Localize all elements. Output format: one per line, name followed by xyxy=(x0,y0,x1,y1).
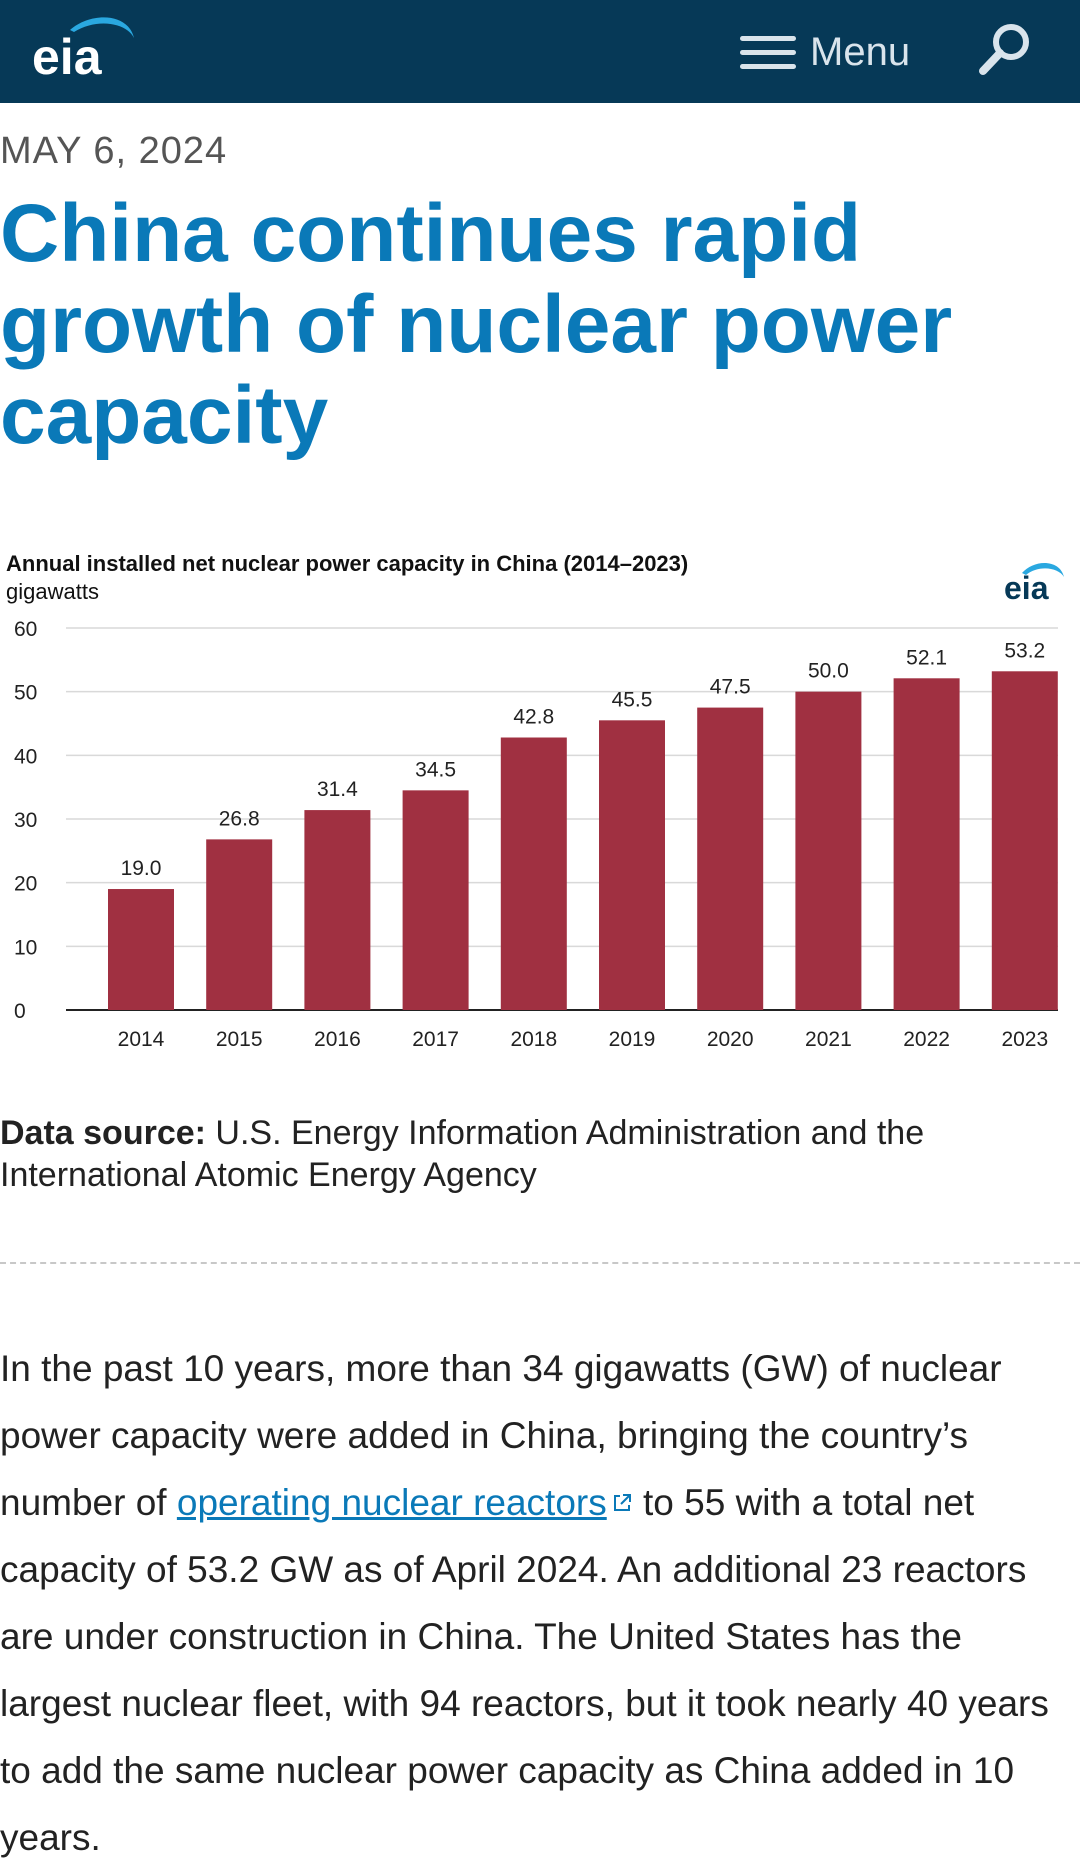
y-tick-label: 50 xyxy=(14,682,37,705)
article-body-paragraph: In the past 10 years, more than 34 gigaw… xyxy=(0,1335,1070,1871)
data-source-label: Data source: xyxy=(0,1114,206,1152)
hamburger-icon xyxy=(740,32,796,72)
bar xyxy=(108,889,174,1010)
menu-label: Menu xyxy=(810,29,911,74)
data-label: 42.8 xyxy=(513,706,554,729)
x-tick-label: 2018 xyxy=(510,1028,557,1051)
data-label: 45.5 xyxy=(612,688,653,711)
data-label: 52.1 xyxy=(906,646,947,669)
menu-button[interactable]: Menu xyxy=(740,22,910,82)
data-label: 34.5 xyxy=(415,758,456,781)
data-label: 50.0 xyxy=(808,660,849,683)
y-tick-label: 40 xyxy=(14,745,37,768)
bar xyxy=(893,678,960,1010)
data-label: 53.2 xyxy=(1004,639,1045,662)
bar xyxy=(304,810,371,1010)
bar xyxy=(206,839,273,1010)
data-label: 31.4 xyxy=(317,778,358,801)
data-label: 47.5 xyxy=(710,676,751,699)
x-tick-label: 2015 xyxy=(216,1028,263,1051)
chart-eia-logo: eia xyxy=(1004,562,1064,605)
bar xyxy=(991,671,1058,1010)
bar xyxy=(795,691,862,1010)
y-tick-label: 20 xyxy=(14,873,37,896)
x-tick-label: 2019 xyxy=(609,1028,656,1051)
chart-title: Annual installed net nuclear power capac… xyxy=(6,551,689,576)
x-tick-label: 2020 xyxy=(707,1028,754,1051)
nuclear-capacity-chart: Annual installed net nuclear power capac… xyxy=(0,545,1080,1065)
bar xyxy=(402,790,469,1010)
bar xyxy=(599,720,665,1010)
top-navigation-bar: eia Menu xyxy=(0,0,1080,103)
bar xyxy=(500,737,567,1010)
x-tick-label: 2021 xyxy=(805,1028,852,1051)
x-tick-label: 2014 xyxy=(118,1028,165,1051)
data-source-text: U.S. Energy Information Administration a… xyxy=(0,1114,925,1194)
x-tick-label: 2016 xyxy=(314,1028,361,1051)
y-tick-label: 30 xyxy=(14,809,37,832)
data-source: Data source: U.S. Energy Information Adm… xyxy=(0,1112,1060,1196)
y-tick-label: 60 xyxy=(14,618,37,641)
data-label: 19.0 xyxy=(121,857,162,880)
bar xyxy=(697,707,764,1010)
operating-nuclear-reactors-link[interactable]: operating nuclear reactors xyxy=(176,1482,607,1523)
bar-chart-canvas: 0 10 20 30 40 50 60 19.0 2014 26.8 2015 31.4 2016 34.… xyxy=(14,618,1058,1051)
chart-logo-text: eia xyxy=(1004,570,1049,605)
logo-text: eia xyxy=(32,29,103,85)
body-text-before: In the past 10 years, more than 34 gigaw… xyxy=(0,1348,1002,1523)
x-tick-label: 2023 xyxy=(1001,1028,1048,1051)
section-divider xyxy=(0,1262,1080,1264)
search-icon[interactable] xyxy=(975,20,1035,80)
body-text-after: to 55 with a total net capacity of 53.2 … xyxy=(0,1482,1049,1858)
article-title: China continues rapid growth of nuclear … xyxy=(0,188,953,461)
y-tick-label: 0 xyxy=(14,1000,26,1023)
data-label: 26.8 xyxy=(219,807,260,830)
x-tick-label: 2022 xyxy=(903,1028,950,1051)
x-tick-label: 2017 xyxy=(412,1028,459,1051)
y-tick-label: 10 xyxy=(14,936,37,959)
article-date: MAY 6, 2024 xyxy=(0,130,228,172)
eia-logo[interactable]: eia xyxy=(30,8,140,88)
external-link-icon xyxy=(613,1494,631,1511)
chart-y-unit: gigawatts xyxy=(6,579,99,604)
